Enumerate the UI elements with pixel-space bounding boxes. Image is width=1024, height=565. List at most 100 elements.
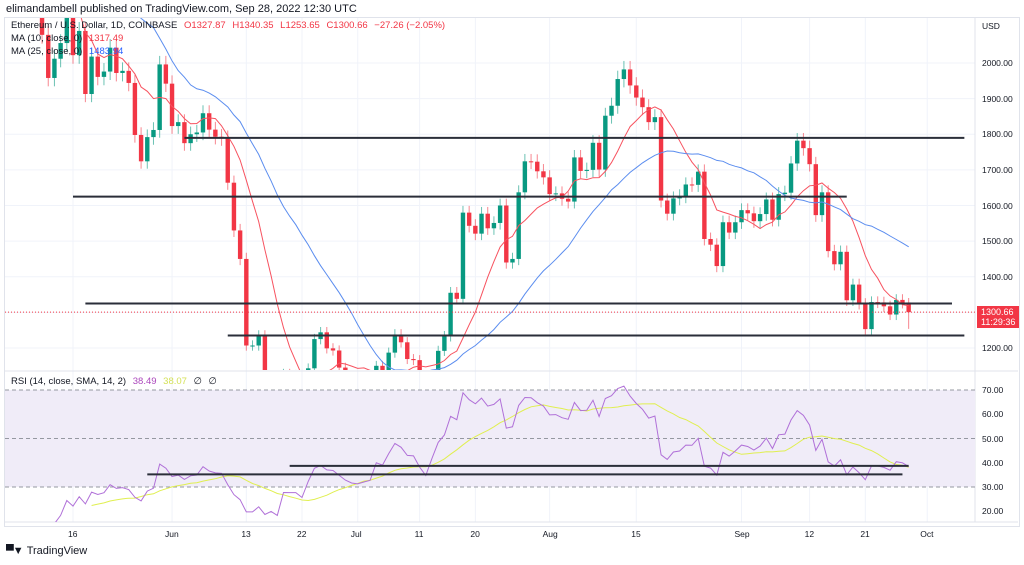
candle-body bbox=[739, 210, 744, 223]
candle-body bbox=[294, 375, 298, 376]
candle-body bbox=[832, 251, 837, 265]
candle-body bbox=[46, 34, 51, 78]
candle-body bbox=[306, 368, 311, 370]
rsi-legend[interactable]: RSI (14, close, SMA, 14, 2) 38.49 38.07 … bbox=[11, 376, 221, 387]
rsi-tick-label: 50.00 bbox=[982, 433, 1004, 444]
candle-body bbox=[795, 140, 800, 164]
price-tick-label: 1800.00 bbox=[982, 129, 1013, 140]
candle-body bbox=[64, 18, 70, 44]
candle-body bbox=[330, 348, 336, 351]
candle-body bbox=[213, 129, 218, 137]
candle-body bbox=[386, 352, 391, 370]
candle-body bbox=[584, 169, 589, 171]
candle-body bbox=[726, 222, 732, 233]
candle-body bbox=[39, 18, 45, 35]
candle-body bbox=[689, 184, 695, 186]
candle-body bbox=[850, 284, 856, 301]
last-price: 1300.66 bbox=[981, 307, 1014, 317]
currency-label: USD bbox=[982, 21, 1000, 31]
candle-body bbox=[825, 192, 831, 252]
candle-body bbox=[745, 210, 750, 214]
candle-body bbox=[324, 332, 329, 349]
bar-countdown: 11:29:36 bbox=[981, 317, 1016, 327]
candle-body bbox=[776, 194, 781, 220]
time-tick-label: 22 bbox=[297, 529, 307, 539]
ma25-label: MA (25, close, 0) bbox=[11, 46, 83, 57]
candle-body bbox=[58, 43, 63, 59]
candle-body bbox=[541, 171, 546, 178]
candle-body bbox=[163, 64, 169, 84]
candle-body bbox=[702, 171, 707, 239]
candle-body bbox=[671, 198, 676, 214]
candle-body bbox=[640, 97, 645, 108]
rsi-tick-label: 60.00 bbox=[982, 409, 1004, 420]
candle-body bbox=[665, 200, 670, 214]
price-tick-label: 1200.00 bbox=[982, 343, 1013, 353]
candle-body bbox=[590, 142, 596, 170]
candle-body bbox=[844, 251, 849, 301]
candle-body bbox=[714, 244, 719, 267]
candle-body bbox=[522, 161, 528, 193]
candle-body bbox=[250, 345, 255, 347]
symbol-name[interactable]: Ethereum / U.S. Dollar, 1D, COINBASE bbox=[11, 20, 178, 31]
candle-body bbox=[343, 367, 348, 370]
time-tick-label: Oct bbox=[920, 529, 934, 539]
candle-body bbox=[442, 336, 447, 351]
time-tick-label: Jun bbox=[165, 529, 179, 539]
rsi-ma-line bbox=[91, 403, 909, 506]
ma25-value: 1483.94 bbox=[88, 46, 124, 57]
candles-group bbox=[39, 18, 911, 376]
candle-body bbox=[553, 193, 559, 195]
candle-body bbox=[200, 113, 206, 133]
candle-body bbox=[398, 334, 404, 343]
candle-body bbox=[566, 198, 571, 202]
candle-body bbox=[466, 212, 472, 226]
symbol-legend: Ethereum / U.S. Dollar, 1D, COINBASE O13… bbox=[11, 20, 449, 31]
candle-body bbox=[120, 70, 125, 73]
ma10-legend[interactable]: MA (10, close, 0) 1317.49 bbox=[11, 33, 127, 44]
publish-info: elimandambell published on TradingView.c… bbox=[6, 3, 357, 15]
candle-body bbox=[609, 105, 614, 116]
candle-body bbox=[733, 222, 738, 233]
ma25-legend[interactable]: MA (25, close, 0) 1483.94 bbox=[11, 46, 127, 57]
candle-body bbox=[448, 292, 453, 337]
candle-body bbox=[510, 258, 515, 263]
rsi-ma-value: 38.07 bbox=[163, 376, 187, 387]
candle-body bbox=[646, 107, 651, 123]
price-tick-label: 1700.00 bbox=[982, 164, 1013, 175]
last-price-tag: 1300.66 11:29:36 bbox=[977, 306, 1020, 328]
candle-body bbox=[52, 58, 57, 78]
candle-body bbox=[182, 122, 187, 144]
candle-body bbox=[652, 117, 658, 123]
open-value: O1327.87 bbox=[183, 20, 226, 31]
candle-body bbox=[374, 365, 379, 370]
candle-body bbox=[145, 137, 150, 162]
candle-body bbox=[176, 122, 181, 127]
candle-body bbox=[392, 334, 398, 353]
candle-body bbox=[788, 163, 794, 193]
candle-body bbox=[596, 142, 602, 170]
candle-body bbox=[900, 299, 905, 303]
candle-body bbox=[504, 205, 509, 263]
price-tick-label: 1600.00 bbox=[982, 200, 1013, 211]
candle-body bbox=[720, 222, 726, 267]
candle-body bbox=[497, 205, 503, 223]
candle-body bbox=[151, 129, 156, 138]
candle-body bbox=[856, 284, 862, 304]
candle-body bbox=[491, 222, 497, 229]
candle-body bbox=[708, 238, 713, 245]
candle-body bbox=[436, 350, 441, 370]
candle-body bbox=[454, 292, 459, 299]
chart-frame bbox=[4, 17, 1020, 527]
footer-brand[interactable]: ▀▼ TradingView bbox=[6, 545, 87, 557]
price-tick-label: 1900.00 bbox=[982, 93, 1013, 104]
candle-body bbox=[405, 342, 410, 360]
candle-body bbox=[225, 138, 230, 183]
candle-body bbox=[535, 161, 540, 172]
rsi-tick-label: 40.00 bbox=[982, 457, 1004, 468]
time-tick-label: 13 bbox=[241, 529, 251, 539]
candle-body bbox=[695, 171, 701, 185]
candle-body bbox=[621, 69, 627, 80]
candle-body bbox=[114, 47, 119, 73]
